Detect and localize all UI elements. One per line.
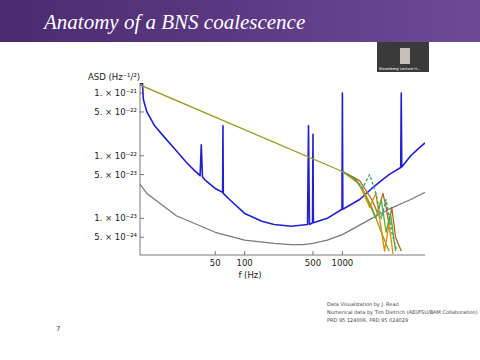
- y-tick: [140, 111, 144, 112]
- x-tick-label: 50: [210, 258, 221, 268]
- x-tick-label: 100: [237, 258, 253, 268]
- y-tick: [140, 218, 144, 219]
- slide: Anatomy of a BNS coalescence Bloomberg Le…: [0, 0, 480, 360]
- y-axis: [140, 83, 141, 255]
- y-axis-label: ASD (Hz⁻¹/²): [88, 72, 140, 82]
- title-band: [0, 0, 480, 42]
- webcam-figure: [400, 48, 410, 64]
- credit-line: PRD 95 124006, PRD 95 024029: [327, 317, 408, 323]
- x-tick-label: 500: [305, 258, 321, 268]
- y-tick: [140, 155, 144, 156]
- x-tick: [244, 251, 245, 255]
- x-tick: [342, 251, 343, 255]
- series-line: [342, 172, 401, 252]
- y-tick-label: 1. × 10⁻²²: [94, 151, 137, 161]
- y-tick-label: 5. × 10⁻²²: [94, 107, 137, 117]
- x-axis: [140, 255, 425, 256]
- webcam-label: Bloomberg Lecture H...: [379, 67, 420, 71]
- x-tick-label: 1000: [332, 258, 354, 268]
- series-line: [342, 172, 396, 252]
- plot-area: [140, 83, 425, 254]
- y-tick: [140, 174, 144, 175]
- credit-line: Data Visualization by J. Read: [327, 301, 399, 308]
- series-line: [342, 172, 395, 252]
- credit-line: Numerical data by Tim Dietrich (AEI/FSU/…: [327, 309, 478, 316]
- background: [0, 0, 480, 360]
- y-tick-label: 5. × 10⁻²³: [94, 170, 137, 180]
- y-tick: [140, 237, 144, 238]
- series-line: [342, 172, 393, 254]
- slide-title: Anatomy of a BNS coalescence: [42, 10, 305, 34]
- series-line: [140, 85, 389, 251]
- y-tick-label: 1. × 10⁻²¹: [94, 88, 137, 98]
- x-tick: [312, 251, 313, 255]
- y-tick-label: 1. × 10⁻²³: [94, 213, 137, 223]
- y-tick-label: 5. × 10⁻²⁴: [94, 232, 137, 242]
- webcam-thumbnail: [377, 42, 429, 72]
- x-axis-label: f (Hz): [238, 270, 261, 280]
- slide-canvas: Anatomy of a BNS coalescence Bloomberg Le…: [0, 0, 480, 360]
- slide-number: 7: [56, 325, 60, 333]
- x-tick: [215, 251, 216, 255]
- y-tick: [140, 93, 144, 94]
